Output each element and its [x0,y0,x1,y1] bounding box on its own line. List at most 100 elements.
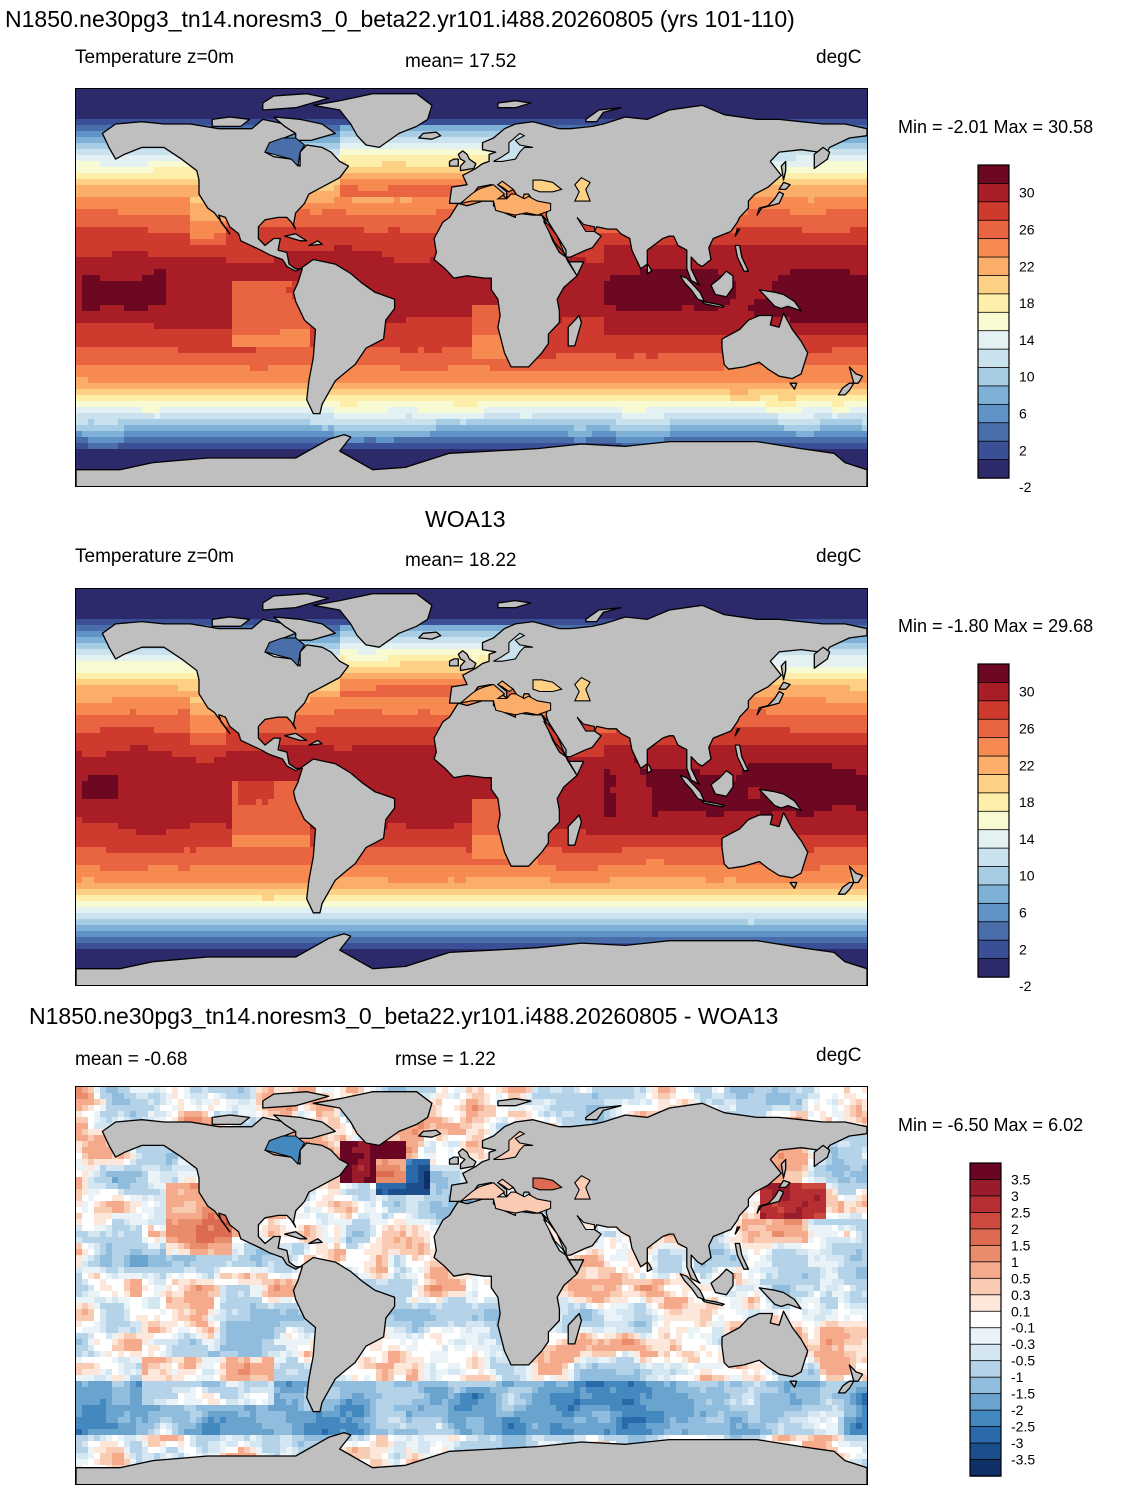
south-america-landmass [292,258,396,415]
colorbar-tick-label: 0.5 [1011,1270,1031,1286]
kamchatka-landmass [813,146,831,170]
java-landmass [701,300,725,309]
novaya-zemlya-landmass [585,107,622,123]
colorbar-swatch [969,1228,1002,1247]
colorbar-tick-label: -3 [1011,1435,1024,1451]
sri-lanka-landmass [646,763,653,774]
colorbar-swatch [977,829,1010,849]
africa-landmass [433,700,585,867]
borneo-landmass [710,270,734,298]
colorbar-tick-label: 2 [1019,442,1027,458]
baffin-landmass [273,1114,336,1140]
nz-south-landmass [837,1380,855,1394]
baltic-water [493,632,534,662]
panel-1-units-label: degC [816,47,861,69]
colorbar-swatch [969,1327,1002,1345]
colorbar-swatch [977,293,1010,313]
colorbar-swatch [977,330,1010,350]
obs-land [76,593,867,985]
colorbar-tick-label: 1.5 [1011,1237,1031,1253]
hudson-bay-water [264,637,306,668]
colorbar-tick-label: -2 [1019,978,1032,994]
novaya-zemlya-landmass [585,606,622,623]
panel-3-mean-label: mean = -0.68 [75,1049,188,1071]
colorbar-tick-label: 1 [1011,1254,1019,1270]
colorbar-swatch [977,183,1010,203]
ireland-landmass [448,658,459,667]
africa-landmass [433,200,585,368]
madagascar-landmass [567,1312,583,1345]
colorbar-swatch [977,422,1010,442]
colorbar-swatch [977,201,1010,221]
panel-2-variable-label: Temperature z=0m [75,546,234,568]
colorbar-tick-label: 30 [1019,185,1035,201]
colorbar-swatch [969,1360,1002,1378]
philippines-landmass [734,1242,750,1270]
mediterranean-water [460,1182,552,1214]
iceland-landmass [418,631,442,640]
antarctica-landmass [76,933,867,985]
colorbar-swatch [969,1195,1002,1214]
colorbar-tick-label: 22 [1019,757,1035,773]
britain-landmass [457,650,477,672]
colorbar-swatch [969,1261,1002,1280]
colorbar-swatch [969,1442,1002,1461]
panel-3-colorbar: 3.5 3 2.5 2 1.5 1 0.5 0.3 0.1 -0.1 -0.3 -0.5 -1 -1.5-… [969,1162,1060,1477]
panel-2-colorbar: 30 26 22 18 14 10 6 2 -2 [977,663,1058,994]
colorbar-swatch [977,921,1010,941]
nz-south-landmass [837,881,855,895]
colorbar-tick-label: -2 [1019,479,1032,495]
colorbar-tick-label: -0.3 [1011,1336,1035,1352]
hispaniola-landmass [308,240,323,247]
panel-2-mean-label: mean= 18.22 [405,550,516,572]
madagascar-landmass [567,814,583,846]
colorbar-swatch [969,1409,1002,1428]
colorbar-tick-label: -0.5 [1011,1353,1035,1369]
kamchatka-landmass [813,1144,831,1168]
ellesmere-landmass [262,1091,330,1109]
new-zealand-landmass [848,1364,864,1382]
caspian-water [573,177,591,202]
colorbar-swatch [977,367,1010,387]
japan-landmass [756,191,785,216]
south-america-landmass [292,1256,396,1413]
model-land [76,93,867,486]
black-sea-water [532,679,563,693]
colorbar-tick-label: -0.1 [1011,1320,1035,1336]
colorbar-swatch [977,755,1010,776]
colorbar-swatch [977,440,1010,461]
sst-colorbar-svg: 30 26 22 18 14 10 6 2 -2 [977,164,1035,495]
colorbar-swatch [977,700,1010,720]
new-guinea-landmass [758,788,802,811]
colorbar-tick-label: -1.5 [1011,1386,1035,1402]
hokkaido-landmass [778,181,791,191]
cuba-landmass [284,732,308,742]
panel-1-colorbar: 30 26 22 18 14 10 6 2 -2 [977,164,1058,495]
hispaniola-landmass [308,739,323,746]
colorbar-swatch [977,737,1010,757]
africa-landmass [433,1198,585,1366]
sakhalin-landmass [780,160,787,181]
ellesmere-landmass [262,93,330,111]
greenland-landmass [312,93,433,149]
diff-land [76,1091,867,1484]
colorbar-tick-label: 10 [1019,369,1035,385]
sumatra-landmass [679,275,706,303]
persian-gulf-water [576,217,596,233]
svalbard-landmass [497,100,532,109]
greenland-landmass [312,1091,433,1147]
colorbar-tick-label: -3.5 [1011,1452,1035,1468]
mediterranean-water [460,184,552,216]
colorbar-tick-label: 0.1 [1011,1303,1031,1319]
panel-1-map [75,88,868,487]
iceland-landmass [418,1129,442,1138]
baltic-water [493,132,534,162]
sst-colorbar-svg: 30 26 22 18 14 10 6 2 -2 [977,663,1035,994]
colorbar-swatch [977,718,1010,739]
sri-lanka-landmass [646,263,653,275]
panel-3-minmax: Min = -6.50 Max = 6.02 [898,1115,1083,1136]
japan-landmass [756,1189,785,1214]
red-sea-water [542,220,567,258]
cuba-landmass [284,1231,308,1240]
colorbar-tick-label: 2 [1019,941,1027,957]
